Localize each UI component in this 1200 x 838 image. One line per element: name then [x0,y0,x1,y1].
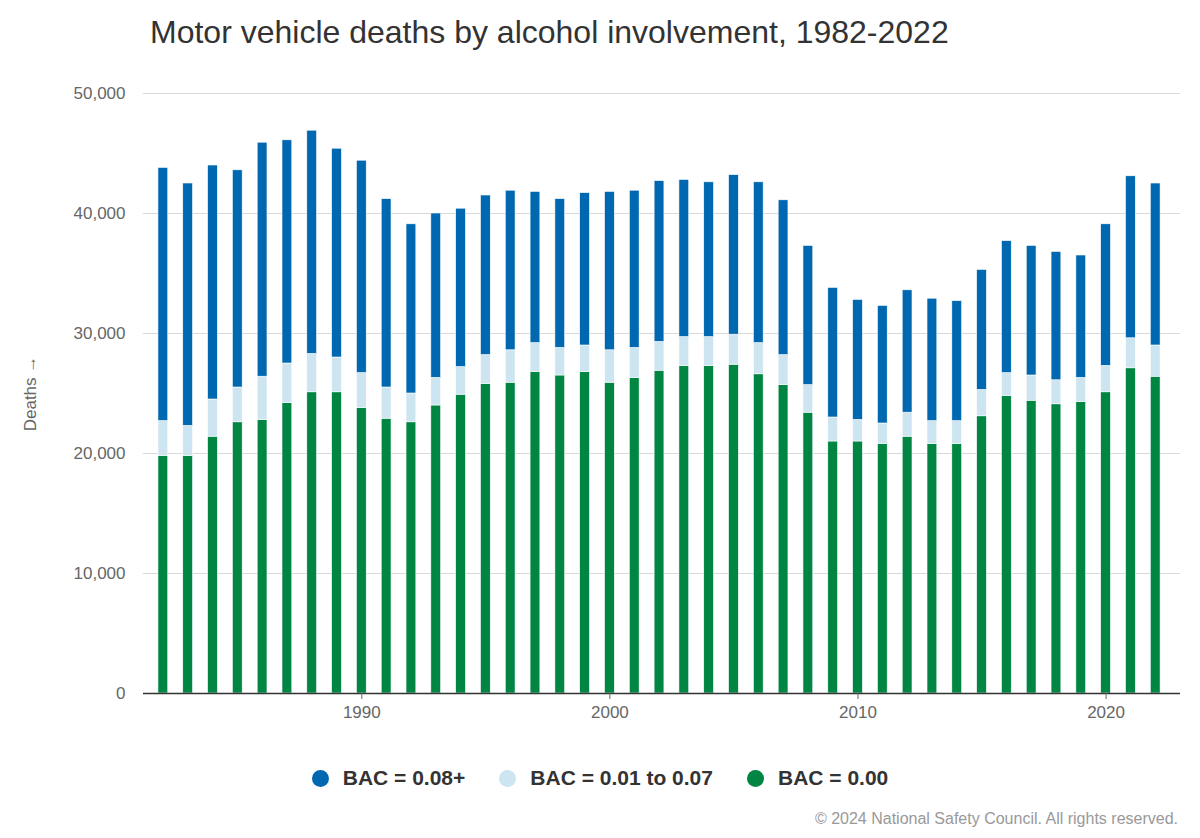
svg-text:2020: 2020 [1087,703,1125,722]
svg-text:40,000: 40,000 [74,204,126,223]
html-text:© 2024 National Safety Council: © 2024 National Safety Council. All righ… [814,810,1178,827]
svg-text:50,000: 50,000 [74,84,126,103]
html-text:Motor vehicle deaths by alcoho: Motor vehicle deaths by alcohol involvem… [150,14,949,50]
svg-text:0: 0 [116,684,125,703]
svg-text:30,000: 30,000 [74,324,126,343]
html-text:BAC = 0.00: BAC = 0.00 [778,766,889,789]
html-text:BAC = 0.01 to 0.07: BAC = 0.01 to 0.07 [530,766,713,789]
svg-text:1990: 1990 [343,703,381,722]
svg-text:2010: 2010 [839,703,877,722]
html-text:BAC = 0.08+: BAC = 0.08+ [342,766,466,789]
svg-text:2000: 2000 [591,703,629,722]
svg-text:10,000: 10,000 [74,564,126,583]
svg-text:20,000: 20,000 [74,444,126,463]
svg-text:Deaths →: Deaths → [21,356,40,432]
